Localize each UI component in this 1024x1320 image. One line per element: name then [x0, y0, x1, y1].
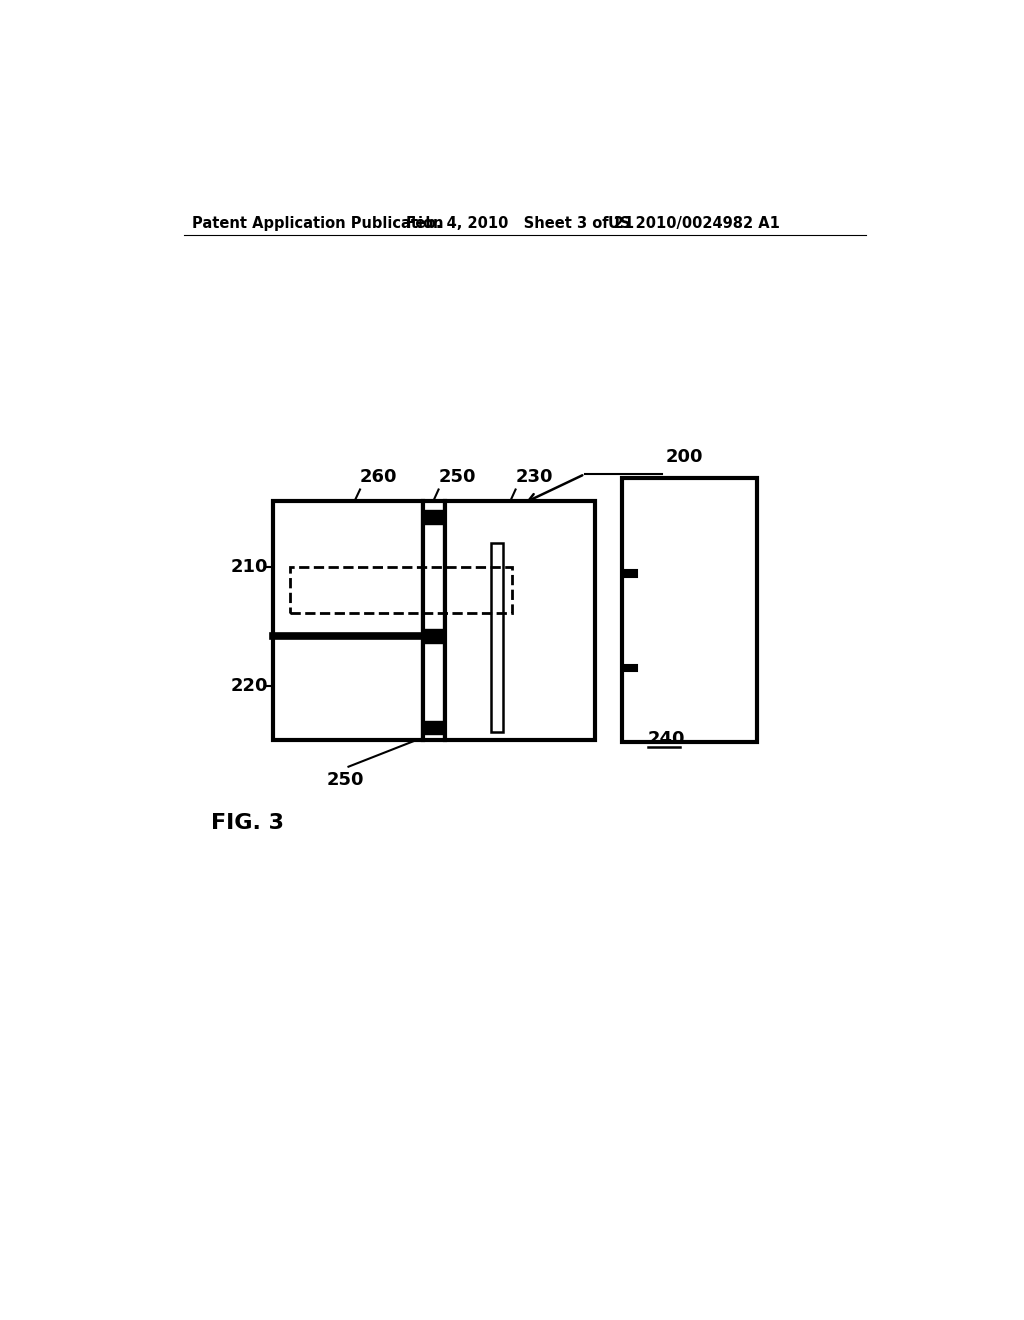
Bar: [290, 566, 512, 612]
Text: Patent Application Publication: Patent Application Publication: [193, 216, 443, 231]
Text: 240: 240: [648, 730, 685, 747]
Text: 220: 220: [230, 677, 268, 694]
Bar: [622, 478, 757, 742]
Text: US 2010/0024982 A1: US 2010/0024982 A1: [608, 216, 780, 231]
Text: 210: 210: [230, 557, 268, 576]
Text: 200: 200: [666, 449, 703, 466]
Bar: [622, 570, 637, 577]
Bar: [622, 665, 637, 671]
Bar: [423, 511, 444, 524]
Bar: [273, 636, 423, 739]
Bar: [490, 544, 503, 733]
Text: 260: 260: [360, 467, 397, 486]
Text: 250: 250: [438, 467, 476, 486]
Bar: [423, 628, 444, 643]
Bar: [273, 502, 423, 636]
Text: Feb. 4, 2010   Sheet 3 of 21: Feb. 4, 2010 Sheet 3 of 21: [407, 216, 634, 231]
Text: 230: 230: [515, 467, 553, 486]
Bar: [423, 721, 444, 734]
Bar: [444, 502, 595, 739]
Text: FIG. 3: FIG. 3: [211, 813, 285, 833]
Text: 250: 250: [327, 771, 365, 788]
Bar: [423, 502, 444, 739]
